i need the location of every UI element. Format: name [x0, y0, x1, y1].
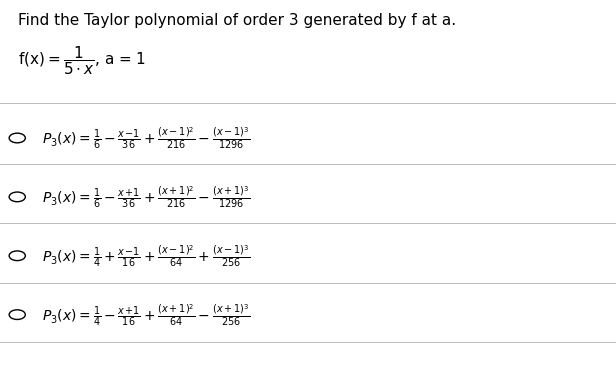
Text: $\mathrm{f(x)} = \dfrac{1}{5 \cdot x}$, a = 1: $\mathrm{f(x)} = \dfrac{1}{5 \cdot x}$, …	[18, 44, 147, 77]
Text: Find the Taylor polynomial of order 3 generated by f at a.: Find the Taylor polynomial of order 3 ge…	[18, 13, 456, 28]
Text: $P_3(x) = \frac{1}{4} + \frac{x\!-\!1}{16} + \frac{(x-1)^2}{64} + \frac{(x-1)^3}: $P_3(x) = \frac{1}{4} + \frac{x\!-\!1}{1…	[42, 243, 250, 269]
Text: $P_3(x) = \frac{1}{4} - \frac{x\!+\!1}{16} + \frac{(x+1)^2}{64} - \frac{(x+1)^3}: $P_3(x) = \frac{1}{4} - \frac{x\!+\!1}{1…	[42, 302, 250, 328]
Text: $P_3(x) = \frac{1}{6} - \frac{x\!+\!1}{36} + \frac{(x+1)^2}{216} - \frac{(x+1)^3: $P_3(x) = \frac{1}{6} - \frac{x\!+\!1}{3…	[42, 184, 250, 210]
Text: $P_3(x) = \frac{1}{6} - \frac{x\!-\!1}{36} + \frac{(x-1)^2}{216} - \frac{(x-1)^3: $P_3(x) = \frac{1}{6} - \frac{x\!-\!1}{3…	[42, 125, 250, 151]
